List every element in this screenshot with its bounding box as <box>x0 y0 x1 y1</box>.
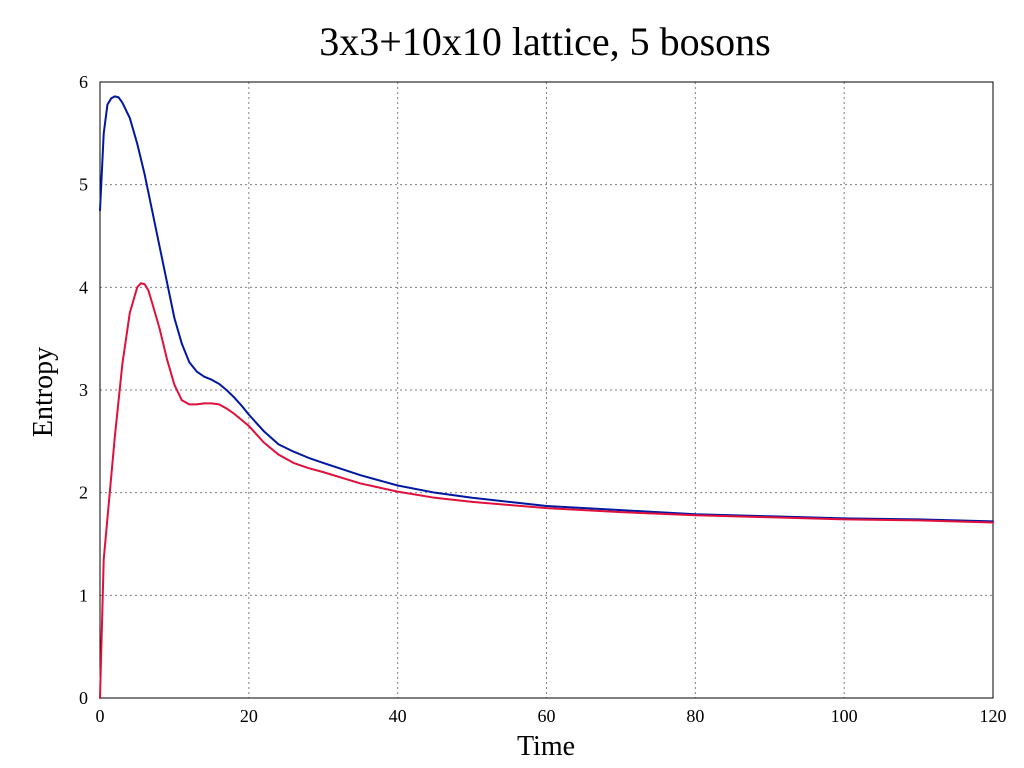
y-tick-label: 0 <box>79 688 88 708</box>
x-tick-label: 120 <box>980 706 1007 726</box>
y-tick-label: 3 <box>79 380 88 400</box>
y-tick-label: 2 <box>79 483 88 503</box>
x-tick-label: 100 <box>831 706 858 726</box>
series-line-1 <box>99 95 994 523</box>
grid-layer <box>100 82 993 698</box>
series-layer <box>99 95 994 699</box>
plot-frame <box>99 81 994 699</box>
y-tick-label: 6 <box>79 72 88 92</box>
y-axis-label: Entropy <box>28 347 59 437</box>
y-tick-label: 1 <box>79 585 88 605</box>
y-tick-label: 4 <box>79 277 88 297</box>
chart-title: 3x3+10x10 lattice, 5 bosons <box>319 19 770 64</box>
x-tick-label: 60 <box>538 706 556 726</box>
x-tick-labels: 0 20 40 60 80 100 120 <box>96 706 1007 726</box>
x-tick-label: 80 <box>686 706 704 726</box>
series-line-2 <box>99 282 994 699</box>
x-tick-label: 0 <box>96 706 105 726</box>
x-axis-label: Time <box>517 731 575 762</box>
x-tick-label: 20 <box>240 706 258 726</box>
x-tick-label: 40 <box>389 706 407 726</box>
y-tick-labels: 0 1 2 3 4 5 6 <box>79 72 88 708</box>
y-tick-label: 5 <box>79 175 88 195</box>
